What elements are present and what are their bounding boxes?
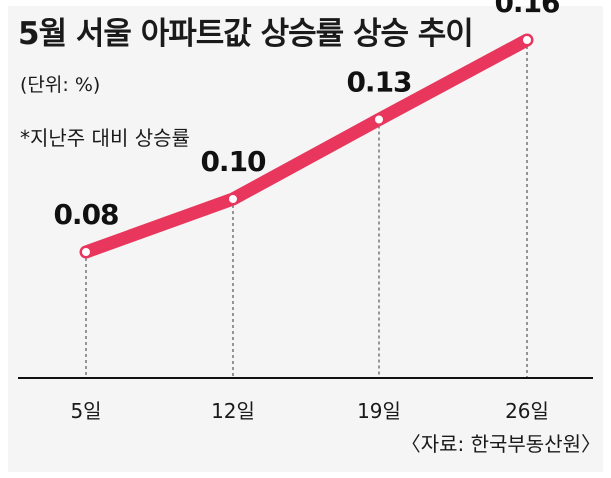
data-labels: 0.08 0.10 0.13 0.16 — [53, 0, 560, 231]
x-tick-label: 5일 — [70, 399, 101, 423]
data-label: 0.13 — [346, 66, 411, 99]
data-markers — [80, 34, 533, 258]
data-point — [373, 113, 385, 126]
source-note: 〈자료: 한국부동산원〉 — [400, 432, 601, 456]
data-point — [80, 246, 92, 258]
data-label: 0.08 — [53, 198, 118, 231]
x-tick-label: 26일 — [505, 399, 549, 423]
x-tick-label: 12일 — [211, 399, 255, 423]
guide-lines — [85, 40, 528, 378]
chart-title: 5월 서울 아파트값 상승률 상승 추이 — [18, 16, 474, 52]
data-point — [227, 193, 239, 205]
data-label: 0.10 — [200, 145, 266, 178]
data-point — [521, 34, 533, 46]
series-line — [79, 33, 534, 259]
x-tick-label: 19일 — [357, 399, 401, 423]
x-tick-labels: 5일 12일 19일 26일 — [70, 399, 548, 423]
unit-note: (단위: %) — [20, 74, 101, 96]
footnote: *지난주 대비 상승률 — [20, 126, 190, 150]
data-label: 0.16 — [494, 0, 559, 19]
